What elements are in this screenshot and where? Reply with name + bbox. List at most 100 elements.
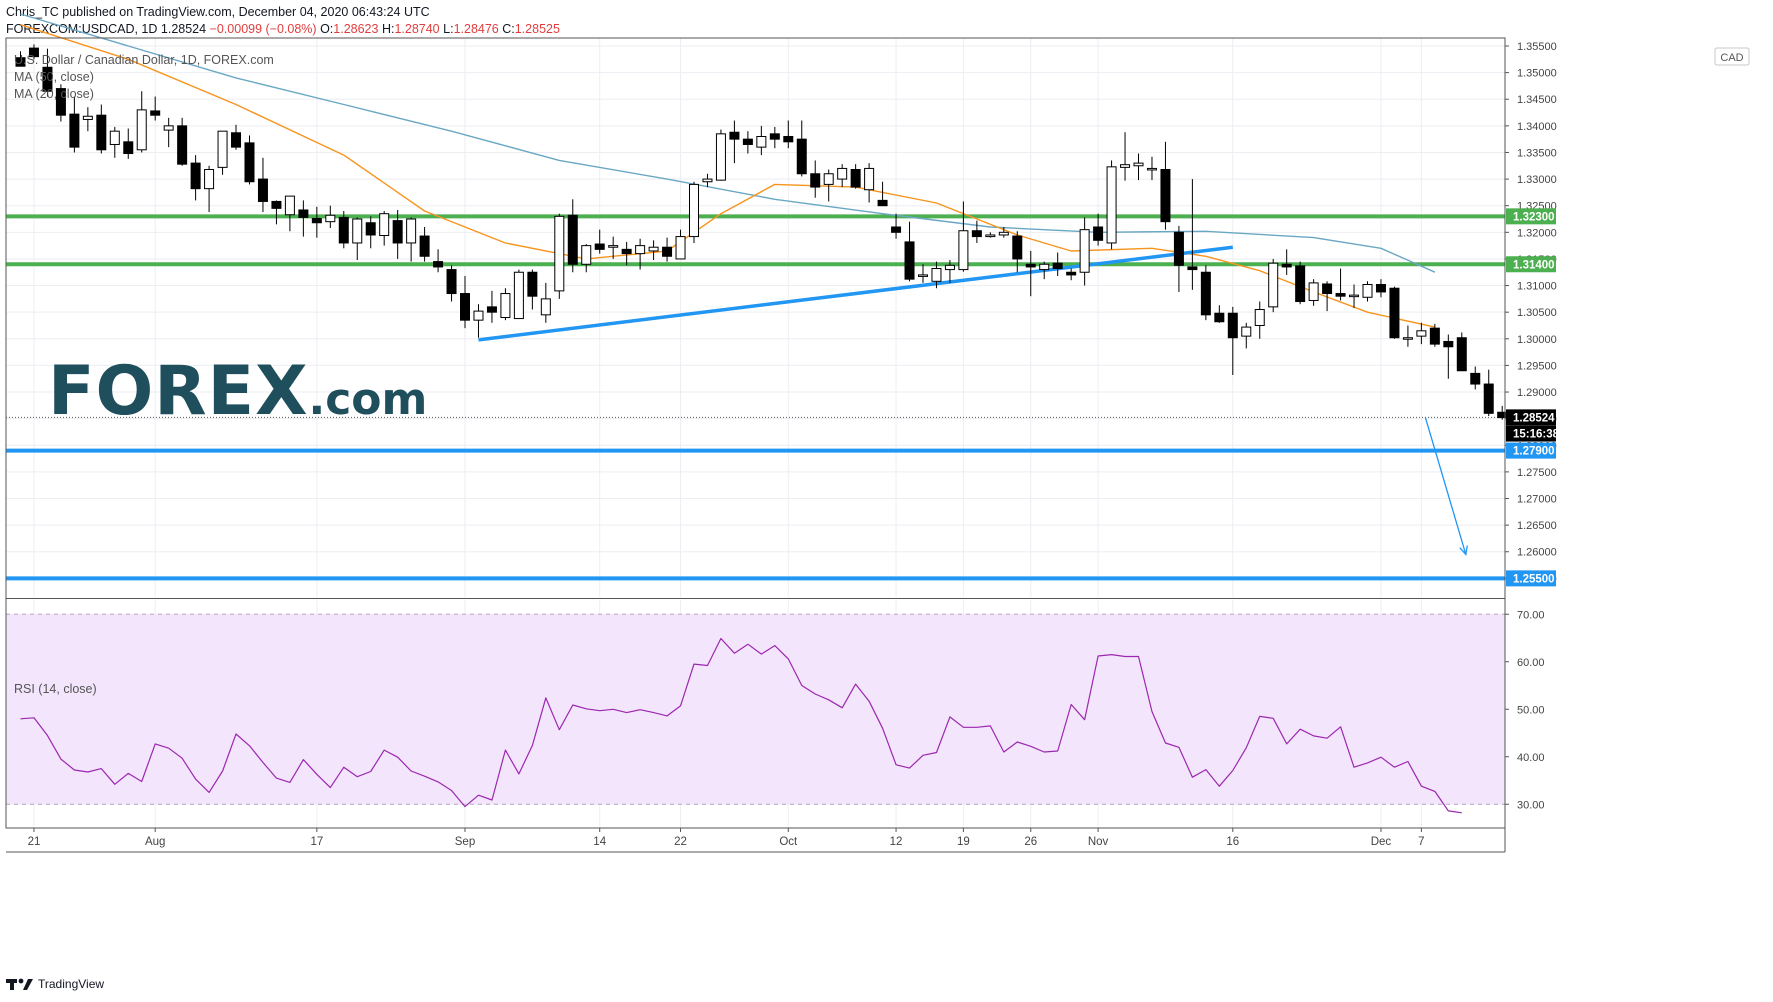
candle-body xyxy=(1268,262,1279,308)
price-change: −0.00099 (−0.08%) xyxy=(209,22,317,36)
high-value: 1.28740 xyxy=(394,22,440,36)
candle-body xyxy=(190,162,201,190)
candle-body xyxy=(729,131,740,140)
rsi-axis[interactable]: 70.00 60.00 50.00 40.00 30.00 xyxy=(1505,609,1545,811)
candle-body xyxy=(1362,283,1373,298)
candle-body xyxy=(446,269,457,295)
candle-body xyxy=(1389,287,1400,339)
candle-body xyxy=(271,200,282,209)
price-label-bg xyxy=(1506,442,1556,459)
candle-body xyxy=(689,183,699,238)
candle-body xyxy=(796,138,807,175)
rsi-band xyxy=(6,613,1505,805)
close-value: 1.28525 xyxy=(514,22,560,36)
time-tick-label: Sep xyxy=(455,836,475,848)
open-value: 1.28623 xyxy=(333,22,379,36)
candle-body xyxy=(1456,337,1467,372)
open-label: O: xyxy=(320,22,334,36)
price-label-bg xyxy=(1506,570,1556,587)
candle-body xyxy=(958,230,969,271)
rising-trendline[interactable] xyxy=(478,245,1234,342)
price-tick-label: 1.34500 xyxy=(1517,94,1557,106)
price-tick-label: 1.30000 xyxy=(1517,334,1557,346)
rsi-tick-label: 50.00 xyxy=(1517,704,1545,716)
candle-body xyxy=(540,298,551,316)
price-tick-label: 1.33500 xyxy=(1517,147,1557,159)
projection-arrow[interactable] xyxy=(1424,417,1468,556)
legend-title: U.S. Dollar / Canadian Dollar, 1D, FOREX… xyxy=(14,53,274,67)
candle-body xyxy=(917,274,928,277)
projection-arrow-shaft[interactable] xyxy=(1424,417,1467,555)
price-tick-label: 1.31000 xyxy=(1517,281,1557,293)
candle-body xyxy=(1079,229,1090,273)
candle-body xyxy=(392,220,403,244)
footer-brand[interactable]: TradingView xyxy=(6,976,104,998)
candle-body xyxy=(1375,283,1386,293)
price-tick-label: 1.35500 xyxy=(1517,41,1557,53)
candle-body xyxy=(1187,266,1198,271)
candle-body xyxy=(662,246,673,257)
rsi-tick-label: 30.00 xyxy=(1517,799,1545,811)
candle-body xyxy=(702,178,713,183)
candle-body xyxy=(756,135,767,148)
price-tick-label: 1.27000 xyxy=(1517,494,1557,506)
price-tick-label: 1.29500 xyxy=(1517,360,1557,372)
logo-suffix: .com xyxy=(308,374,428,425)
candle-body xyxy=(527,271,538,297)
candle-body xyxy=(971,230,982,238)
candle-body xyxy=(244,142,255,183)
candle-body xyxy=(123,141,134,155)
candle-body xyxy=(177,125,188,165)
candle-body xyxy=(28,47,39,58)
candle-body xyxy=(635,245,646,255)
legend-ma20: MA (20, close) xyxy=(14,87,94,101)
price-tick-label: 1.32000 xyxy=(1517,227,1557,239)
candle-body xyxy=(864,167,875,191)
candle-body xyxy=(1429,327,1440,345)
candle-body xyxy=(15,57,26,67)
candle-body xyxy=(621,248,632,255)
candle-body xyxy=(608,245,619,248)
price-axis[interactable]: 1.35500 1.35000 1.34500 1.34000 1.33500 1.330… xyxy=(1505,41,1557,585)
tradingview-wordmark: TradingView xyxy=(38,977,105,991)
candle-body xyxy=(311,217,322,224)
price-label-bg xyxy=(1506,425,1556,442)
time-tick-label: 21 xyxy=(28,836,41,848)
candle-body xyxy=(567,214,578,265)
rsi-title: RSI (14, close) xyxy=(14,682,97,696)
candle-body xyxy=(1295,265,1306,303)
candle-body xyxy=(1214,312,1225,323)
publish-line: Chris_TC published on TradingView.com, D… xyxy=(6,4,430,20)
candle-body xyxy=(1443,340,1454,348)
candle-body xyxy=(1470,372,1481,385)
price-label-bg xyxy=(1506,256,1556,273)
candle-body xyxy=(769,133,780,140)
candle-body xyxy=(473,310,484,321)
candle-body xyxy=(298,209,309,218)
candle-body xyxy=(69,113,80,148)
candle-body xyxy=(1120,164,1131,168)
published-text: published on TradingView.com, xyxy=(62,5,236,19)
price-tick-label: 1.26500 xyxy=(1517,520,1557,532)
candle-body xyxy=(904,241,915,280)
candle-body xyxy=(1052,262,1063,270)
projection-arrow-head xyxy=(1459,545,1468,556)
publisher-name[interactable]: Chris_TC xyxy=(6,5,59,19)
price-tick-label: 1.35000 xyxy=(1517,68,1557,80)
time-tick-label: 16 xyxy=(1226,836,1239,848)
time-tick-label: 22 xyxy=(674,836,687,848)
candle-body xyxy=(204,168,215,190)
rsi-series-line xyxy=(20,637,1462,814)
price-tick-label: 1.34000 xyxy=(1517,121,1557,133)
candle-body xyxy=(1146,167,1157,171)
time-axis[interactable]: 21 Aug 17 Sep 14 22 Oct 12 19 26 Nov 16 Dec 7 xyxy=(28,828,1425,848)
candle-body xyxy=(1402,337,1413,340)
candle-body xyxy=(257,178,268,202)
price-labels: 1.32300 1.31400 1.28524 15:16:38 1.27900 1.25… xyxy=(1506,208,1560,587)
candle-body xyxy=(891,226,902,233)
price-tick-label: 1.29000 xyxy=(1517,387,1557,399)
time-tick-label: 12 xyxy=(890,836,903,848)
trendline[interactable] xyxy=(478,245,1234,342)
candle-body xyxy=(648,246,659,252)
